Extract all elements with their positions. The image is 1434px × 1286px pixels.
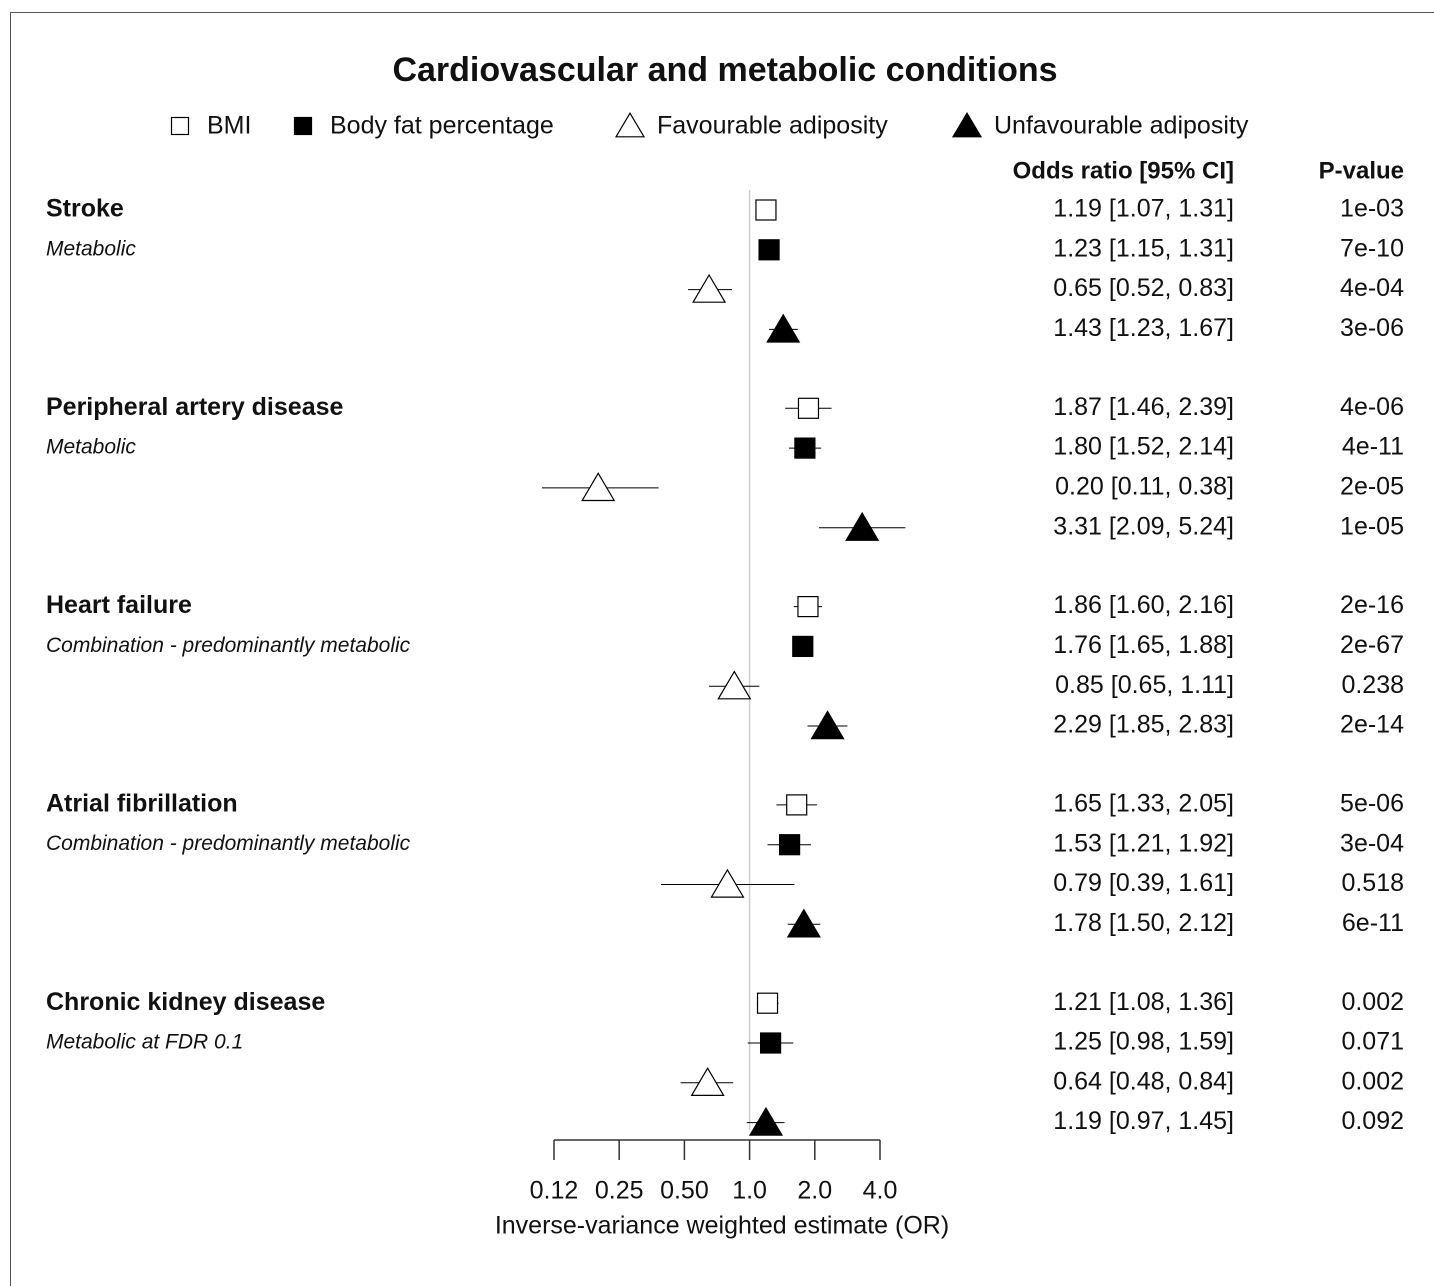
odds-ratio-label: 1.80 [1.52, 2.14] <box>1053 433 1234 461</box>
column-header: Odds ratio [95% CI] <box>1013 157 1234 184</box>
point-estimate <box>756 992 779 1014</box>
point-estimate <box>779 834 801 856</box>
legend-marker <box>293 116 313 136</box>
odds-ratio-label: 1.53 [1.21, 1.92] <box>1053 829 1234 857</box>
group-name: Heart failure <box>46 591 192 619</box>
column-header: P-value <box>1319 157 1404 184</box>
point-estimate <box>748 1106 784 1136</box>
odds-ratio-label: 1.86 [1.60, 2.16] <box>1053 591 1234 619</box>
legend-label: Favourable adiposity <box>657 112 888 140</box>
point-estimate <box>759 1032 782 1054</box>
odds-ratio-label: 1.21 [1.08, 1.36] <box>1053 988 1234 1016</box>
point-estimate <box>581 472 616 502</box>
p-value: 3e-06 <box>1340 314 1404 342</box>
legend-marker <box>170 116 190 136</box>
point-estimate <box>710 868 745 898</box>
point-estimate <box>692 273 727 303</box>
odds-ratio-label: 1.65 [1.33, 2.05] <box>1053 790 1234 818</box>
p-value: 0.092 <box>1341 1107 1404 1135</box>
odds-ratio-label: 2.29 [1.85, 2.83] <box>1053 711 1234 739</box>
point-estimate <box>810 710 845 740</box>
odds-ratio-label: 1.78 [1.50, 2.12] <box>1053 909 1234 937</box>
p-value: 2e-67 <box>1340 631 1404 659</box>
p-value: 0.238 <box>1341 671 1404 699</box>
group-name: Peripheral artery disease <box>46 393 343 421</box>
odds-ratio-label: 1.25 [0.98, 1.59] <box>1053 1028 1234 1056</box>
point-estimate <box>758 239 780 261</box>
group-subtitle: Metabolic at FDR 0.1 <box>46 1031 243 1054</box>
odds-ratio-label: 1.19 [0.97, 1.45] <box>1053 1107 1234 1135</box>
point-estimate <box>690 1067 725 1097</box>
x-axis-title: Inverse-variance weighted estimate (OR) <box>495 1212 949 1240</box>
x-tick-label: 2.0 <box>797 1177 832 1205</box>
x-tick-label: 0.50 <box>660 1177 709 1205</box>
legend-label: BMI <box>207 112 251 140</box>
group-name: Stroke <box>46 195 124 223</box>
point-estimate <box>766 313 801 343</box>
legend-marker <box>951 112 983 138</box>
p-value: 2e-16 <box>1340 591 1404 619</box>
group-name: Chronic kidney disease <box>46 988 325 1016</box>
group-subtitle: Combination - predominantly metabolic <box>46 634 411 657</box>
p-value: 4e-06 <box>1340 393 1404 421</box>
legend-label: Unfavourable adiposity <box>994 112 1249 140</box>
point-estimate <box>717 670 752 700</box>
point-estimate <box>797 595 819 618</box>
point-estimate <box>794 437 816 459</box>
odds-ratio-label: 1.87 [1.46, 2.39] <box>1053 393 1234 421</box>
p-value: 0.518 <box>1341 869 1404 897</box>
odds-ratio-label: 3.31 [2.09, 5.24] <box>1053 512 1234 540</box>
x-tick-label: 1.0 <box>732 1177 767 1205</box>
group-subtitle: Combination - predominantly metabolic <box>46 832 411 855</box>
p-value: 5e-06 <box>1340 790 1404 818</box>
p-value: 2e-05 <box>1340 473 1404 501</box>
odds-ratio-label: 1.76 [1.65, 1.88] <box>1053 631 1234 659</box>
odds-ratio-label: 1.23 [1.15, 1.31] <box>1053 234 1234 262</box>
frame <box>10 12 1434 1286</box>
point-estimate <box>786 908 821 938</box>
p-value: 7e-10 <box>1340 234 1404 262</box>
legend-label: Body fat percentage <box>330 112 554 140</box>
legend-marker <box>614 112 646 138</box>
point-estimate <box>786 794 808 816</box>
p-value: 4e-11 <box>1342 433 1404 461</box>
odds-ratio-label: 0.79 [0.39, 1.61] <box>1053 869 1234 897</box>
point-estimate <box>797 397 820 419</box>
p-value: 0.002 <box>1341 1067 1404 1095</box>
group-name: Atrial fibrillation <box>46 790 238 818</box>
group-subtitle: Metabolic <box>46 436 136 459</box>
group-subtitle: Metabolic <box>46 237 136 260</box>
p-value: 1e-03 <box>1340 195 1404 223</box>
p-value: 0.002 <box>1341 988 1404 1016</box>
odds-ratio-label: 0.85 [0.65, 1.11] <box>1055 671 1234 699</box>
point-estimate <box>755 199 777 221</box>
p-value: 1e-05 <box>1340 512 1404 540</box>
p-value: 0.071 <box>1341 1028 1404 1056</box>
x-tick-label: 0.25 <box>595 1177 644 1205</box>
p-value: 6e-11 <box>1342 909 1404 937</box>
chart-title: Cardiovascular and metabolic conditions <box>392 51 1057 89</box>
p-value: 3e-04 <box>1340 829 1404 857</box>
odds-ratio-label: 0.64 [0.48, 0.84] <box>1053 1067 1234 1095</box>
odds-ratio-label: 1.19 [1.07, 1.31] <box>1053 195 1234 223</box>
x-tick-label: 0.12 <box>530 1177 579 1205</box>
p-value: 2e-14 <box>1340 711 1404 739</box>
point-estimate <box>845 511 880 541</box>
point-estimate <box>792 635 814 658</box>
odds-ratio-label: 0.65 [0.52, 0.83] <box>1053 274 1234 302</box>
odds-ratio-label: 0.20 [0.11, 0.38] <box>1055 473 1234 501</box>
x-tick-label: 4.0 <box>863 1177 898 1205</box>
p-value: 4e-04 <box>1340 274 1404 302</box>
odds-ratio-label: 1.43 [1.23, 1.67] <box>1053 314 1234 342</box>
